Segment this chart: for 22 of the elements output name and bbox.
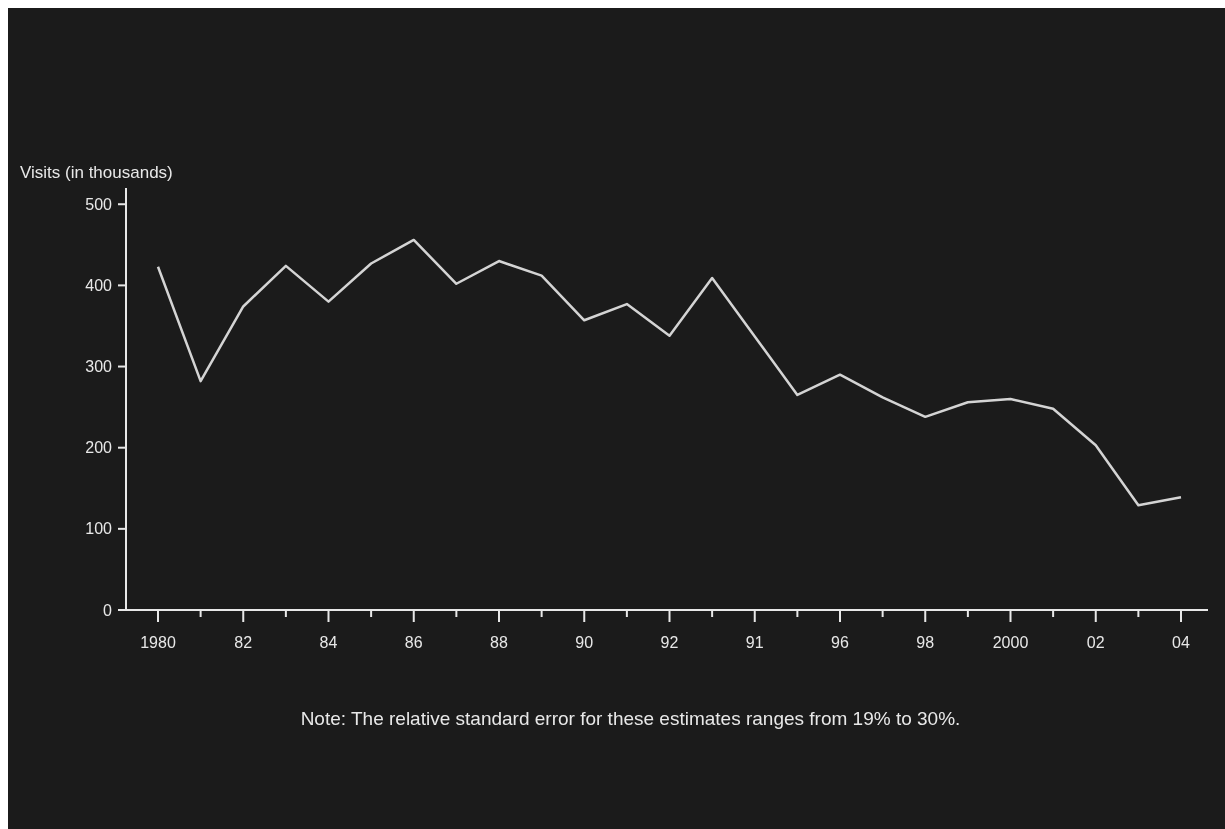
x-tick-label: 98: [916, 634, 935, 651]
x-tick-label: 84: [319, 634, 338, 651]
x-tick-label: 88: [490, 634, 508, 651]
y-tick-label: 200: [85, 439, 113, 457]
y-tick-label: 400: [85, 276, 113, 294]
y-tick-label: 500: [85, 195, 113, 213]
x-tick-label: 04: [1172, 634, 1190, 651]
x-tick-label: 92: [660, 634, 679, 651]
x-tick-label: 86: [404, 634, 423, 651]
x-tick-label: 91: [745, 634, 764, 651]
x-tick-label: 90: [575, 634, 594, 651]
x-tick-label: 82: [234, 634, 253, 651]
y-tick-label: 0: [103, 601, 113, 619]
y-tick-label: 300: [85, 358, 113, 376]
y-tick-label: 100: [85, 520, 113, 538]
x-tick-label: 1980: [140, 634, 176, 651]
x-tick-label: 2000: [992, 634, 1029, 651]
x-tick-label: 96: [831, 634, 849, 651]
line-series: [156, 238, 1183, 507]
y-axis-title: Visits (in thousands): [20, 163, 173, 182]
text: Note: The relative standard error for these estimates ranges from 19% to 30%.: [300, 708, 961, 729]
x-tick-label: 02: [1086, 634, 1105, 651]
